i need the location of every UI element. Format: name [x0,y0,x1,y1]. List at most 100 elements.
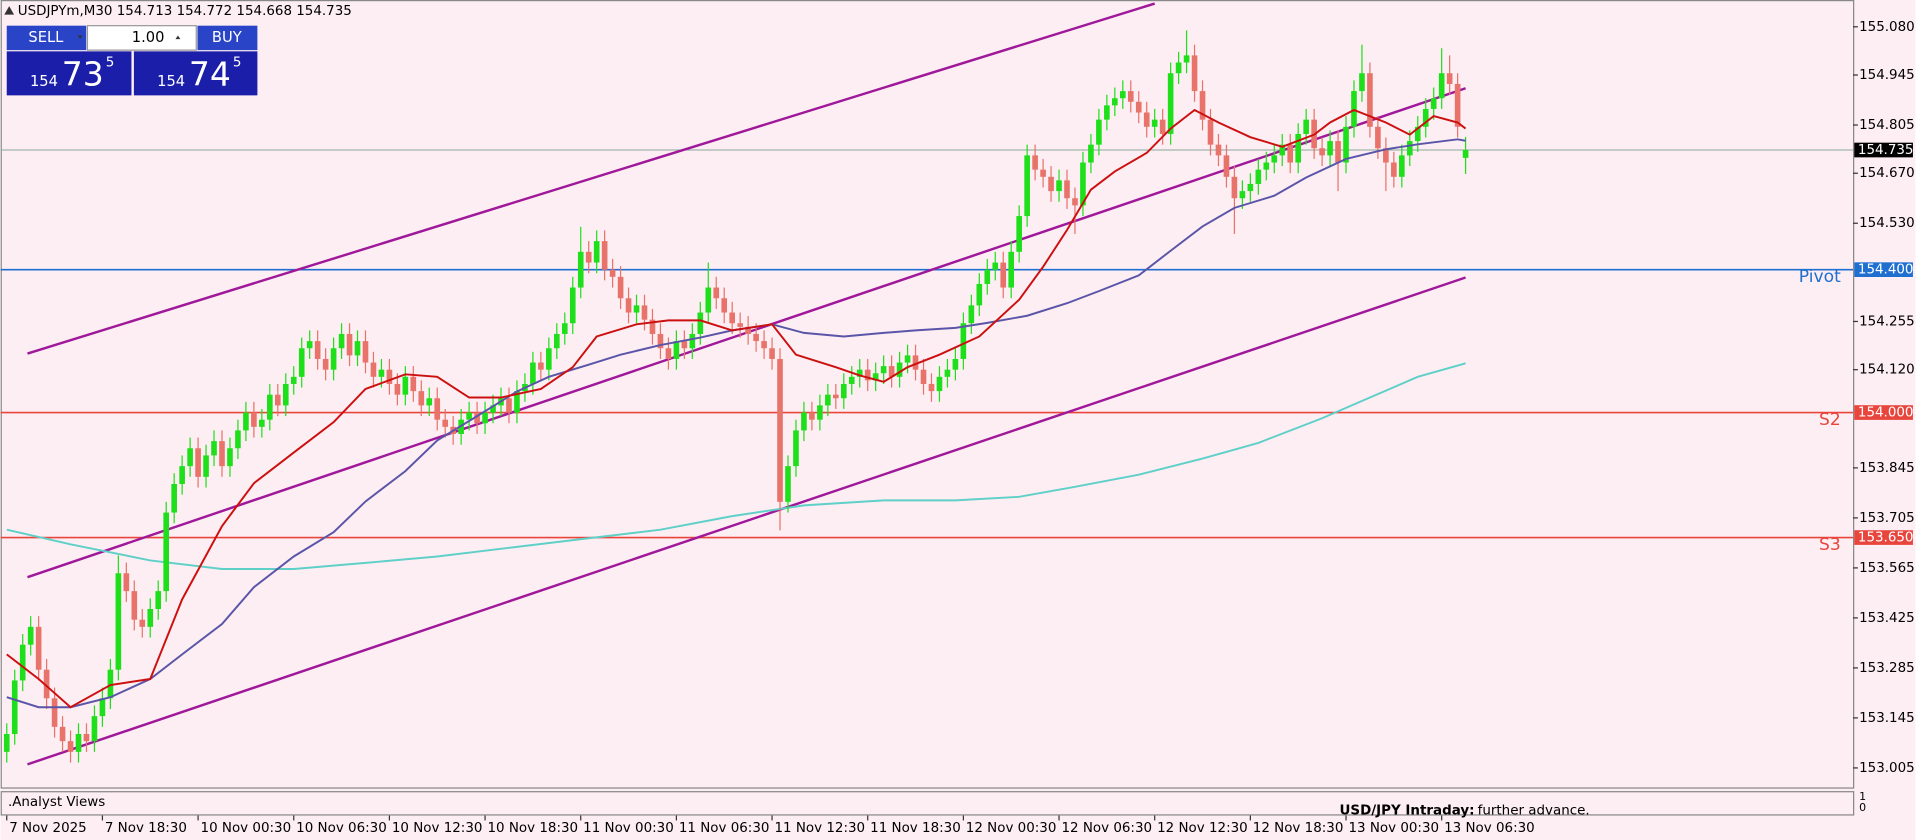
y-tick-label: 153.285 [1859,661,1915,676]
candle-body [1454,83,1461,127]
candle-body [705,287,712,313]
candle-body [43,669,50,699]
candle-body [330,348,337,370]
level-tag [1854,530,1913,545]
candle-body [1215,144,1222,156]
candle-body [577,251,584,288]
candle-body [904,355,911,363]
level-value: 154.000 [1858,406,1914,421]
candle-body [394,383,401,395]
candle-body [155,591,162,609]
candle-body [785,466,791,502]
candle-body [1343,126,1349,163]
candle-body [1151,119,1158,127]
y-tick-label: 153.145 [1859,711,1915,726]
ask-box[interactable] [133,51,258,96]
candle-body [1175,62,1182,74]
candle-body [809,412,815,420]
candle-body [1414,126,1421,142]
x-tick-label: 10 Nov 06:30 [296,821,387,836]
last-price-label: 154.735 [1858,143,1914,158]
level-name: S3 [1819,535,1841,555]
candle-body [442,419,449,427]
candle-body [936,376,943,392]
candle-body [697,312,704,334]
ask-main: 74 [189,54,231,93]
x-tick-label: 12 Nov 12:30 [1157,821,1248,836]
x-tick-label: 12 Nov 00:30 [966,821,1057,836]
candle-body [171,483,177,513]
candle-body [1127,91,1134,102]
candle-body [1072,198,1078,206]
candle-body [131,591,138,620]
candle-body [123,573,130,592]
candle-body [1327,141,1333,156]
volume-down[interactable] [77,35,83,40]
candle-body [251,412,257,427]
x-tick-label: 11 Nov 00:30 [583,821,674,836]
candle-body [761,341,767,349]
candle-body [27,626,34,645]
candle-body [1048,176,1054,192]
candle-body [880,366,887,374]
candle-body [235,430,241,449]
candle-body [514,391,520,413]
candle-body [506,398,512,413]
candle-body [290,376,297,384]
candle-body [282,383,289,406]
level-tag [1854,405,1913,420]
candle-body [147,608,154,627]
candle-body [1000,262,1007,288]
level-value: 153.650 [1858,531,1914,546]
volume-up[interactable] [175,35,181,40]
candle-body [1287,144,1294,163]
indicator-frame [0,791,1855,816]
bid-box[interactable] [6,51,132,96]
sell-label: SELL [28,29,64,46]
candle-body [681,341,688,349]
candle-body [1255,169,1262,184]
candle-body [569,287,576,324]
candle-body [306,341,313,349]
annotation-title: USD/JPY Intraday: [1339,804,1474,819]
buy-button[interactable] [197,25,258,51]
candle-body [689,333,696,349]
candle-body [1335,141,1341,163]
candle-body [1008,251,1015,288]
bid-small: 5 [106,55,115,70]
y-tick-label: 154.945 [1859,68,1915,83]
candle-body [402,376,409,395]
y-tick-label: 154.670 [1859,166,1915,181]
candle-body [920,369,927,384]
candle-body [1351,91,1357,127]
x-tick-label: 11 Nov 18:30 [870,821,961,836]
x-tick-label: 12 Nov 18:30 [1253,821,1344,836]
candle-body [75,733,82,752]
indicator-tick-label: 1 [1859,790,1866,803]
candle-body [259,419,265,427]
candle-body [1119,91,1126,99]
candle-body [274,394,281,406]
candle-body [1056,180,1062,192]
symbol-info: USDJPYm,M30 154.713 154.772 154.668 154.… [18,4,352,19]
candle-body [817,405,823,420]
candle-body [585,251,592,263]
sell-button[interactable] [6,25,87,51]
candle-body [1080,162,1086,206]
candle-body [984,269,991,284]
candle-body [649,319,656,334]
candle-body [609,269,616,277]
candle-body [1223,155,1230,177]
candle-body [1319,148,1325,156]
candle-body [1430,98,1437,109]
indicator-tick-label: 0 [1859,801,1866,814]
candle-body [51,698,58,727]
candle-body [267,394,273,420]
candle-body [848,376,855,384]
ma-line [6,362,1466,570]
bid-main: 73 [62,54,104,93]
candle-body [1159,119,1166,134]
candle-body [219,441,225,467]
